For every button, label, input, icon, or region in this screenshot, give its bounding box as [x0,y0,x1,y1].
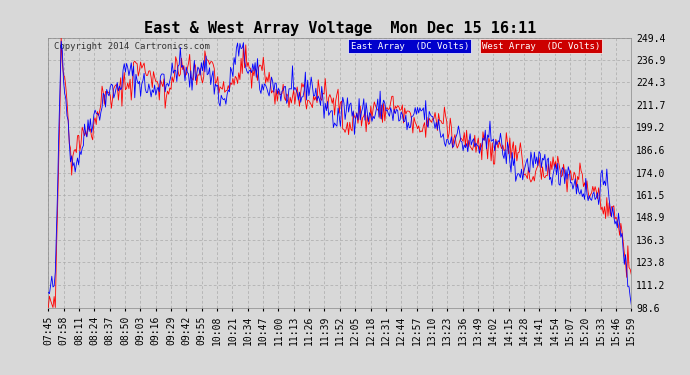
Text: Copyright 2014 Cartronics.com: Copyright 2014 Cartronics.com [54,42,210,51]
Title: East & West Array Voltage  Mon Dec 15 16:11: East & West Array Voltage Mon Dec 15 16:… [144,21,536,36]
Text: East Array  (DC Volts): East Array (DC Volts) [351,42,469,51]
Text: West Array  (DC Volts): West Array (DC Volts) [482,42,600,51]
